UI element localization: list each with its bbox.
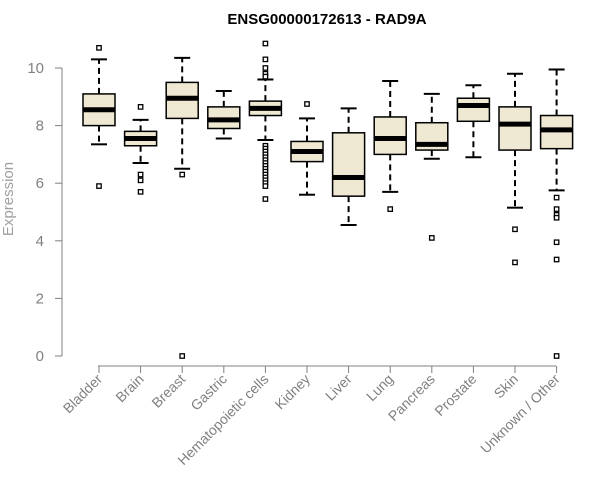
outlier-point	[262, 183, 269, 189]
x-tick-label: Bladder	[60, 371, 106, 417]
outlier-point	[553, 206, 560, 212]
outlier-point	[553, 239, 560, 246]
box-unknown-other	[539, 68, 574, 359]
outlier-point	[387, 206, 394, 212]
box-gastric	[207, 90, 241, 140]
x-tick-label: Prostate	[431, 371, 479, 419]
y-tick-label: 0	[36, 348, 44, 365]
y-ticks: 0 2 4 6 8 10	[27, 60, 62, 365]
outlier-point	[262, 73, 269, 80]
outlier-point	[137, 177, 144, 184]
box-breast	[165, 56, 199, 359]
y-tick-label: 2	[36, 290, 44, 307]
outlier-point	[512, 226, 518, 233]
box-liver	[331, 107, 366, 226]
x-tick-label: Breast	[148, 371, 188, 411]
box-kidney	[290, 101, 324, 196]
iqr-box	[331, 132, 366, 197]
outlier-point	[512, 259, 518, 266]
outlier-point	[137, 104, 144, 110]
box-brain	[123, 104, 158, 195]
outlier-point	[137, 171, 144, 178]
boxes	[82, 40, 574, 359]
outlier-point	[96, 44, 102, 51]
outlier-point	[553, 353, 560, 359]
x-tick-label: Unknown / Other	[477, 371, 563, 457]
outlier-point	[553, 194, 560, 201]
box-pancreas	[415, 92, 449, 241]
x-tick-label: Skin	[491, 371, 522, 402]
x-tick-label: Brain	[112, 371, 146, 405]
y-tick-label: 6	[36, 175, 44, 192]
box-prostate	[456, 84, 491, 159]
outlier-point	[179, 171, 186, 178]
y-tick-label: 10	[27, 60, 44, 77]
box-lung	[373, 79, 407, 212]
outlier-point	[553, 214, 560, 221]
x-tick-label: Liver	[322, 371, 355, 404]
box-hematopoietic-cells	[248, 40, 283, 202]
outlier-point	[553, 256, 560, 263]
box-bladder	[82, 44, 116, 189]
chart-title: ENSG00000172613 - RAD9A	[227, 11, 426, 28]
outlier-point	[262, 196, 269, 202]
iqr-box	[456, 97, 491, 123]
outlier-point	[96, 183, 102, 189]
y-axis-label: Expression	[0, 162, 17, 236]
outlier-point	[179, 353, 186, 359]
x-tick-label: Lung	[363, 371, 396, 404]
y-tick-label: 8	[36, 118, 44, 135]
x-tick-label: Kidney	[272, 371, 314, 413]
outlier-point	[304, 101, 310, 107]
box-skin	[498, 72, 532, 266]
outlier-point	[137, 188, 144, 195]
outlier-point	[262, 65, 269, 71]
outlier-point	[262, 40, 269, 47]
y-tick-label: 4	[36, 233, 44, 250]
outlier-point	[428, 235, 435, 241]
iqr-box	[498, 106, 532, 151]
outlier-point	[262, 56, 269, 63]
iqr-box	[373, 116, 407, 156]
